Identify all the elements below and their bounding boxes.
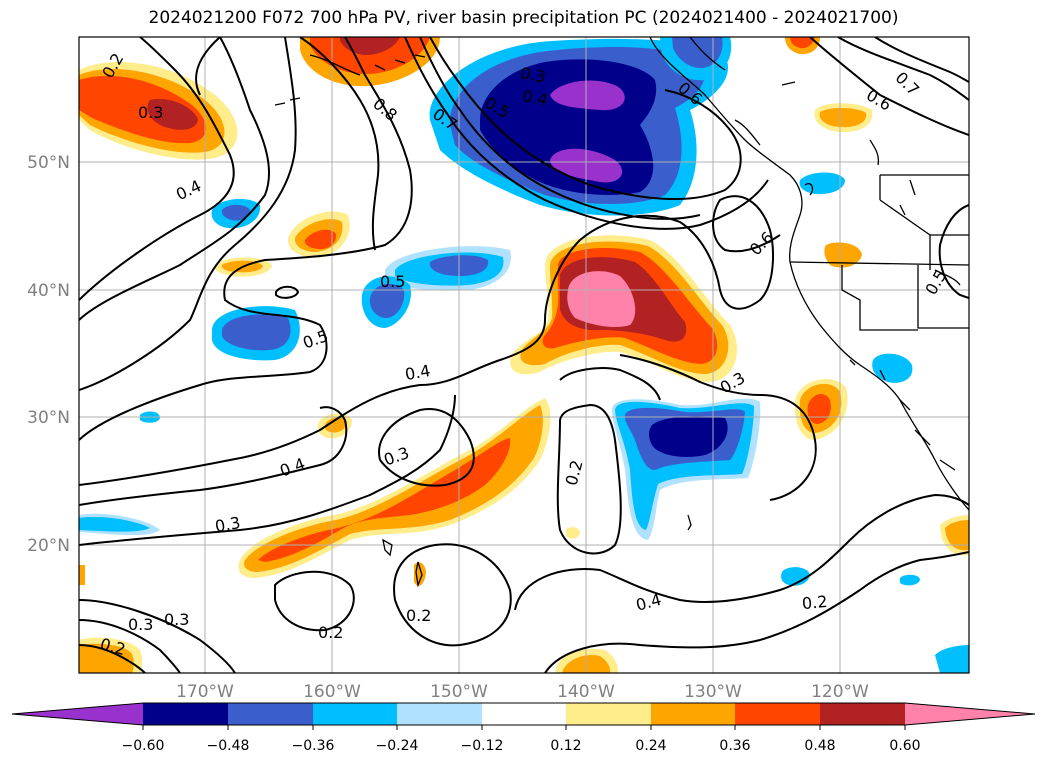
map-frame	[78, 36, 970, 674]
colorbar-tick-label: −0.12	[461, 738, 504, 754]
contour-label: 0.3	[128, 615, 153, 634]
colorbar-tick-label: 0.12	[550, 738, 581, 754]
colorbar-tick-label: −0.24	[376, 738, 419, 754]
colorbar-segment	[143, 703, 228, 725]
colorbar-segment	[482, 703, 566, 725]
colorbar-segments	[12, 703, 1035, 725]
colorbar-tick-label: 0.24	[635, 738, 666, 754]
contour-label: 0.4	[403, 361, 431, 384]
colorbar-extend-high	[905, 703, 1035, 725]
colorbar-tick-label: 0.48	[804, 738, 835, 754]
lat-label: 30°N	[27, 408, 70, 428]
lat-label: 40°N	[27, 281, 70, 301]
lon-label: 120°W	[811, 682, 869, 702]
contour-label: 0.4	[521, 86, 549, 109]
lon-label: 170°W	[176, 682, 234, 702]
colorbar-tick-label: −0.36	[292, 738, 335, 754]
colorbar-segment	[313, 703, 397, 725]
colorbar-segment	[820, 703, 905, 725]
map-area: 0.2 0.3 0.4 0.8 0.7 0.3 0.4 0.5 0.6 0.7 …	[79, 37, 969, 673]
contour-label: 0.2	[318, 623, 343, 642]
lon-label: 160°W	[303, 682, 361, 702]
lat-label: 50°N	[27, 153, 70, 173]
longitude-labels: 170°W 160°W 150°W 140°W 130°W 120°W	[176, 682, 869, 702]
latitude-labels: 50°N 40°N 30°N 20°N	[27, 153, 70, 556]
contour-label: 0.5	[380, 272, 405, 291]
colorbar-tick-label: 0.36	[719, 738, 750, 754]
colorbar-segment	[397, 703, 482, 725]
contour-label: 0.3	[138, 103, 163, 122]
colorbar-segment	[651, 703, 735, 725]
colorbar-segment	[228, 703, 313, 725]
colorbar-extend-low	[12, 703, 143, 725]
pv-contours	[79, 37, 969, 673]
colorbar-ticks	[142, 725, 906, 730]
lon-label: 150°W	[430, 682, 488, 702]
contour-label: 0.2	[801, 592, 828, 613]
contour-label: 0.2	[406, 606, 431, 625]
pv-contour-line	[79, 37, 235, 301]
colorbar-tick-label: −0.48	[207, 738, 250, 754]
lat-label: 20°N	[27, 536, 70, 556]
lon-label: 130°W	[684, 682, 742, 702]
map-title: 2024021200 F072 700 hPa PV, river basin …	[148, 8, 899, 28]
graticule	[79, 37, 969, 673]
lon-label: 140°W	[557, 682, 615, 702]
colorbar-segment	[735, 703, 820, 725]
coastlines	[274, 37, 969, 588]
colorbar-tick-label: −0.60	[122, 738, 165, 754]
contour-label: 0.3	[213, 513, 241, 536]
colorbar-segment	[566, 703, 651, 725]
colorbar-tick-label: 0.60	[889, 738, 920, 754]
contour-label: 0.3	[519, 63, 547, 86]
contour-label: 0.3	[164, 610, 189, 629]
colorbar-tick-labels: −0.60 −0.48 −0.36 −0.24 −0.12 0.12 0.24 …	[122, 738, 921, 754]
precip-pc-shading	[79, 37, 969, 673]
